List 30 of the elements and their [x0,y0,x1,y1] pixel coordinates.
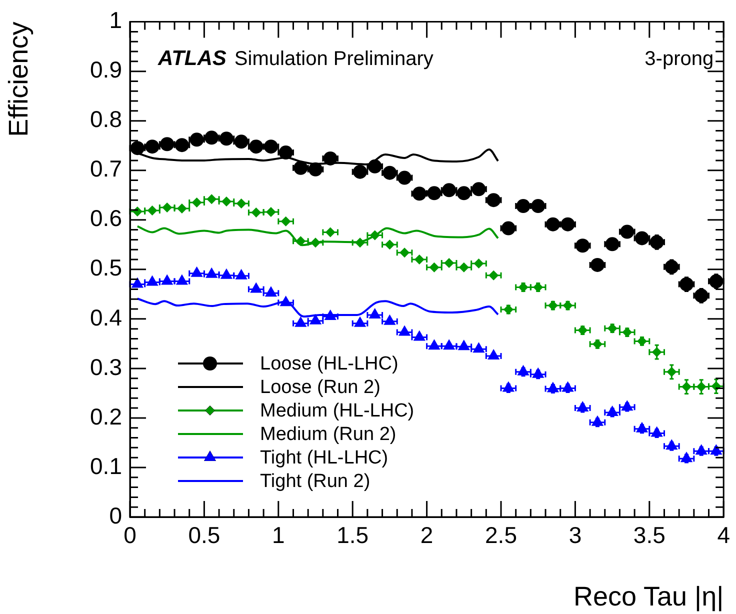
x-tick-label: 3 [568,522,582,548]
legend-label: Loose (Run 2) [260,377,380,398]
y-tick-label: 0.2 [90,403,122,430]
x-tick-label: 1 [272,522,285,548]
x-tick-label: 2 [420,522,434,548]
x-tick-label: 1.5 [336,522,369,548]
y-tick-label: 0.9 [90,56,122,83]
x-tick-label: 3.5 [633,522,666,548]
y-tick-label: 0.1 [90,452,122,479]
legend-label: Medium (HL-LHC) [260,400,414,422]
y-tick-label: 0.6 [90,205,122,232]
y-tick-label: 0.5 [90,254,122,281]
y-tick-label: 0.3 [90,354,122,380]
legend-label: Tight (Run 2) [260,471,370,492]
legend-label: Loose (HL-LHC) [260,354,398,375]
x-axis-title: Reco Tau |η| [573,581,724,612]
x-tick-label: 4 [717,522,730,548]
annotation: 3-prong [644,48,714,70]
y-tick-label: 0.7 [90,156,122,182]
legend-label: Medium (Run 2) [260,424,396,446]
x-tick-label: 2.5 [485,522,517,548]
y-tick-label: 1 [109,7,122,34]
legend-label: Tight (HL-LHC) [260,448,388,469]
y-axis-title: Efficiency [4,21,34,137]
y-tick-label: 0 [109,502,122,528]
annotation: Simulation Preliminary [234,48,434,70]
y-tick-label: 0.4 [90,304,122,330]
x-tick-label: 0.5 [188,522,220,548]
annotation: ATLAS [157,46,226,70]
y-tick-label: 0.8 [90,106,122,132]
